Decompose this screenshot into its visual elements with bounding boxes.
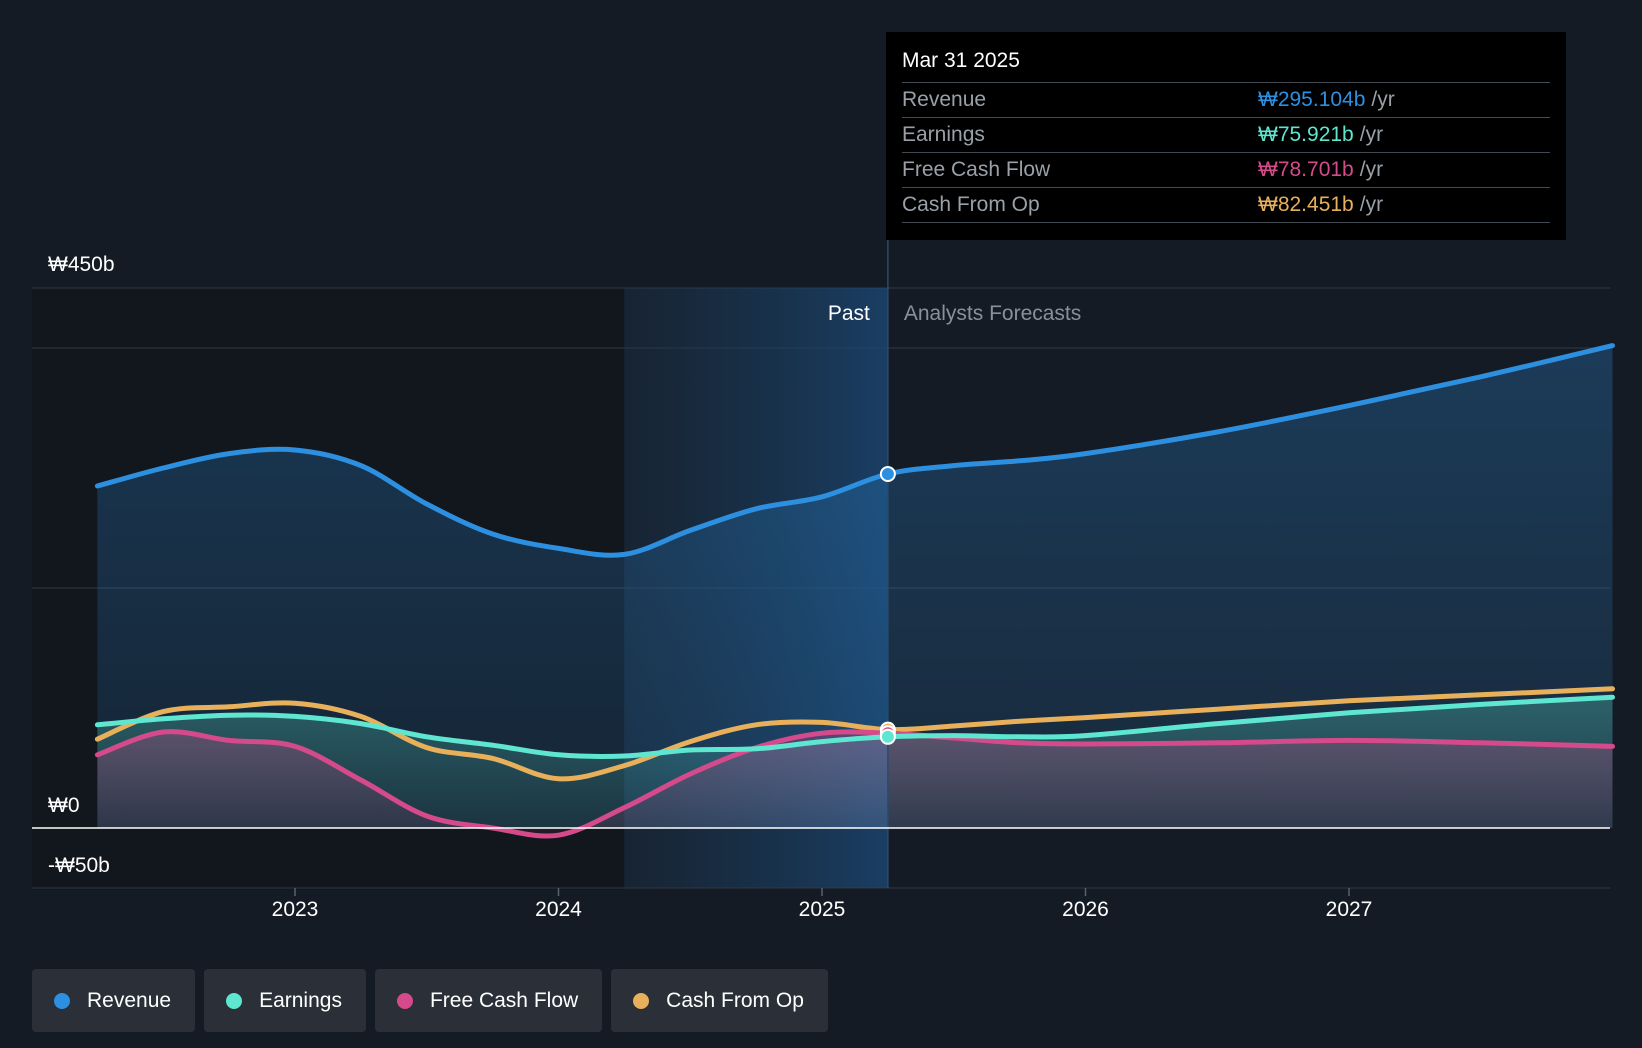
- tooltip-label: Earnings: [902, 123, 985, 146]
- tooltip-value: ₩82.451b: [1258, 193, 1354, 216]
- tooltip-label: Free Cash Flow: [902, 158, 1051, 181]
- tooltip-label: Cash From Op: [902, 193, 1040, 216]
- tooltip-unit: /yr: [1359, 158, 1384, 181]
- y-axis-label-top: ₩450b: [48, 253, 115, 276]
- y-axis-label-zero: ₩0: [48, 794, 80, 817]
- tooltip-row-free-cash-flow: Free Cash Flow ₩78.701b /yr: [902, 153, 1550, 188]
- legend-item-cash-from-op[interactable]: Cash From Op: [611, 969, 828, 1032]
- tooltip-row-earnings: Earnings ₩75.921b /yr: [902, 118, 1550, 153]
- tooltip-unit: /yr: [1371, 88, 1395, 111]
- tooltip-value: ₩295.104b: [1258, 88, 1366, 111]
- tooltip-row-cash-from-op: Cash From Op ₩82.451b /yr: [902, 188, 1550, 223]
- y-axis-label-bottom: -₩50b: [48, 854, 110, 877]
- legend-label: Cash From Op: [666, 988, 804, 1012]
- x-tick-label: 2026: [1062, 898, 1109, 921]
- tooltip-value: ₩78.701b: [1258, 158, 1354, 181]
- tooltip-value: ₩75.921b: [1258, 123, 1354, 146]
- revenue-marker: [879, 466, 896, 482]
- earnings-marker: [879, 728, 896, 745]
- cash-from-op-line: [94, 686, 1615, 782]
- x-tick-label: 2023: [272, 898, 319, 921]
- forecast-label: Analysts Forecasts: [904, 302, 1081, 325]
- chart-legend: Revenue Earnings Free Cash Flow Cash Fro…: [32, 969, 828, 1032]
- legend-item-earnings[interactable]: Earnings: [204, 969, 366, 1032]
- tooltip-unit: /yr: [1359, 123, 1384, 146]
- x-tick-label: 2025: [799, 898, 846, 921]
- tooltip-label: Revenue: [902, 88, 987, 111]
- legend-dot-icon: [396, 992, 413, 1009]
- free-cash-flow-area: [97, 731, 1613, 837]
- revenue-line: [94, 343, 1615, 558]
- x-tick-label: 2027: [1326, 898, 1373, 921]
- tooltip-date: Mar 31 2025: [902, 46, 1550, 83]
- earnings-line: [94, 694, 1615, 759]
- legend-dot-icon: [633, 992, 650, 1009]
- tooltip-unit: /yr: [1359, 193, 1384, 216]
- legend-dot-icon: [226, 992, 243, 1009]
- x-tick-label: 2024: [535, 898, 582, 921]
- legend-item-revenue[interactable]: Revenue: [32, 969, 196, 1032]
- legend-item-free-cash-flow[interactable]: Free Cash Flow: [374, 969, 603, 1032]
- legend-label: Free Cash Flow: [429, 988, 579, 1012]
- tooltip-row-revenue: Revenue ₩295.104b /yr: [902, 83, 1550, 118]
- legend-label: Revenue: [87, 988, 172, 1012]
- hover-tooltip: Mar 31 2025 Revenue ₩295.104b /yr Earnin…: [886, 32, 1566, 240]
- past-label: Past: [828, 302, 870, 325]
- legend-label: Earnings: [259, 988, 342, 1012]
- legend-dot-icon: [54, 992, 70, 1009]
